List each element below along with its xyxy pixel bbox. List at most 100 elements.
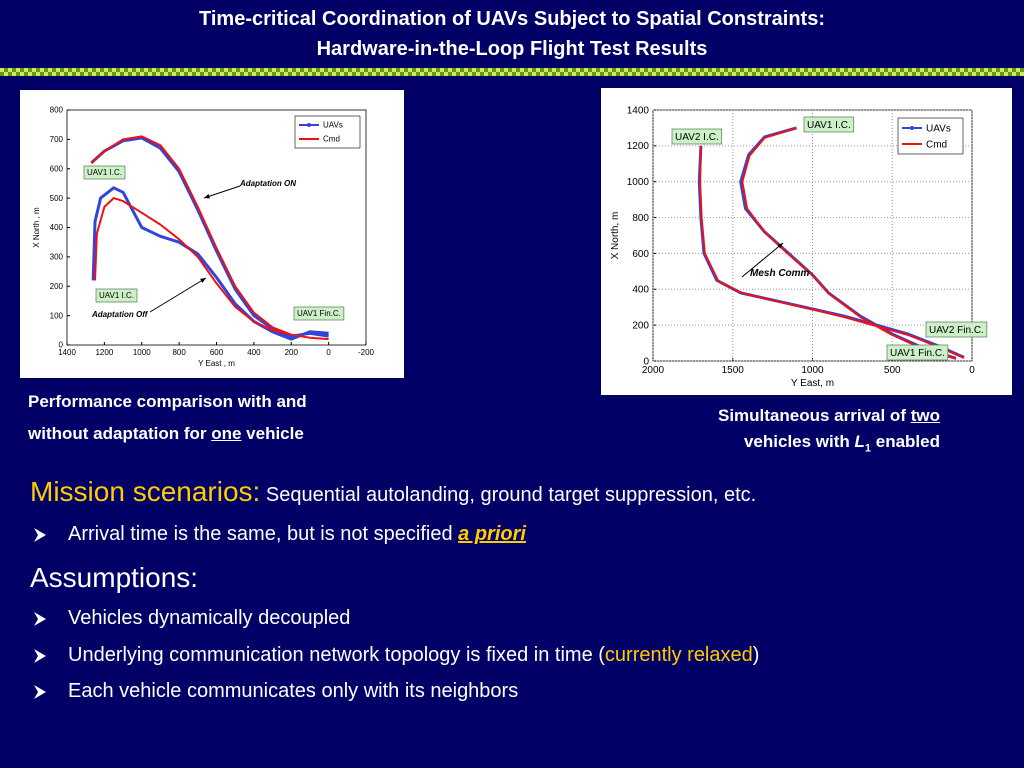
legend-label: Cmd bbox=[323, 135, 340, 144]
legend-marker bbox=[307, 123, 311, 127]
caption-symbol: L bbox=[854, 432, 865, 451]
caption-subscript: 1 bbox=[864, 442, 872, 455]
caption-text: Simultaneous arrival of bbox=[717, 406, 911, 425]
series-line bbox=[90, 135, 329, 341]
x-tick-label: 500 bbox=[884, 365, 901, 376]
caption: Simultaneous arrival of two bbox=[718, 406, 940, 426]
x-tick-label: -200 bbox=[358, 348, 375, 357]
y-tick-label: 600 bbox=[632, 249, 649, 260]
emph: a priori bbox=[458, 523, 526, 545]
title: Time-critical Coordination of UAVs Subje… bbox=[199, 8, 825, 30]
legend-marker bbox=[910, 126, 914, 130]
y-axis-label: X North , m bbox=[32, 207, 41, 248]
y-tick-label: 400 bbox=[632, 285, 649, 296]
x-tick-label: 1200 bbox=[95, 348, 113, 357]
annotation: Mesh Comm bbox=[750, 268, 810, 279]
legend-label: UAVs bbox=[323, 121, 343, 130]
bullet: Underlying communication network topolog… bbox=[68, 644, 759, 667]
text: Sequential autolanding, ground target su… bbox=[260, 484, 757, 506]
annotation: UAV1 Fin.C. bbox=[890, 348, 945, 359]
x-tick-label: 0 bbox=[969, 365, 975, 376]
y-tick-label: 1200 bbox=[627, 141, 650, 152]
text: ) bbox=[752, 644, 760, 666]
mission-line: Mission scenarios: Sequential autolandin… bbox=[30, 476, 756, 508]
bullet: Vehicles dynamically decoupled bbox=[68, 607, 351, 629]
x-tick-label: 1400 bbox=[58, 348, 76, 357]
annotation: Adaptation ON bbox=[239, 179, 296, 188]
x-tick-label: 200 bbox=[285, 348, 299, 357]
y-tick-label: 400 bbox=[50, 223, 64, 232]
annotation-box bbox=[886, 344, 949, 361]
annotation-box bbox=[671, 128, 723, 145]
y-tick-label: 200 bbox=[50, 282, 64, 291]
text: Arrival time is the same, but is not spe… bbox=[68, 523, 459, 545]
annotation: UAV1 I.C. bbox=[87, 168, 122, 177]
arrow-head bbox=[204, 194, 210, 199]
heading: Mission scenarios: bbox=[30, 476, 261, 507]
y-tick-label: 300 bbox=[50, 253, 64, 262]
x-tick-label: 800 bbox=[172, 348, 186, 357]
annotation: UAV1 I.C. bbox=[99, 291, 134, 300]
title: Hardware-in-the-Loop Flight Test Results bbox=[316, 38, 708, 60]
y-tick-label: 700 bbox=[50, 135, 64, 144]
annotation: UAV1 Fin.C. bbox=[297, 309, 341, 318]
x-axis-label: Y East, m bbox=[791, 378, 834, 389]
annotation-box bbox=[293, 306, 345, 321]
caption: Performance comparison with and bbox=[28, 392, 307, 411]
x-axis-label: Y East , m bbox=[198, 359, 235, 368]
caption-text: without adaptation for bbox=[28, 424, 212, 443]
bullet: Each vehicle communicates only with its … bbox=[68, 680, 519, 702]
y-tick-label: 800 bbox=[632, 213, 649, 224]
annotation: UAV1 I.C. bbox=[807, 120, 851, 131]
annotation-arrow bbox=[741, 242, 784, 278]
caption-emph: one bbox=[211, 424, 242, 443]
text: Underlying communication network topolog… bbox=[68, 644, 605, 666]
bullet-icons bbox=[34, 528, 46, 699]
arrow-head bbox=[200, 278, 206, 283]
y-tick-label: 800 bbox=[50, 106, 64, 115]
annotation-box bbox=[83, 165, 126, 180]
x-tick-label: 400 bbox=[247, 348, 261, 357]
annotation-arrow bbox=[203, 185, 241, 199]
y-tick-label: 1400 bbox=[627, 105, 650, 116]
annotation-arrow bbox=[149, 277, 207, 313]
annotation-box bbox=[803, 116, 855, 133]
caption-emph: two bbox=[910, 406, 940, 425]
y-tick-label: 100 bbox=[50, 311, 64, 320]
y-tick-label: 0 bbox=[643, 356, 649, 367]
legend-label: Cmd bbox=[926, 139, 947, 150]
y-tick-label: 200 bbox=[632, 320, 649, 331]
annotation: Adaptation Off bbox=[91, 310, 149, 319]
arrow-head bbox=[777, 243, 783, 249]
annotation: UAV2 I.C. bbox=[675, 132, 719, 143]
annotation-box bbox=[925, 321, 988, 338]
x-tick-label: 1000 bbox=[801, 365, 824, 376]
legend-box bbox=[897, 117, 964, 155]
plot-area bbox=[66, 109, 367, 346]
legend-label: UAVs bbox=[926, 123, 951, 134]
x-tick-label: 600 bbox=[210, 348, 224, 357]
caption-text: vehicle bbox=[241, 424, 304, 443]
annotation-box bbox=[95, 288, 138, 303]
caption: without adaptation for one vehicle bbox=[28, 424, 304, 444]
x-tick-label: 1000 bbox=[133, 348, 151, 357]
y-tick-label: 500 bbox=[50, 194, 64, 203]
y-axis-label: X North, m bbox=[610, 212, 621, 260]
series-line bbox=[699, 126, 965, 360]
bullet: Arrival time is the same, but is not spe… bbox=[68, 523, 526, 546]
x-tick-label: 1500 bbox=[722, 365, 745, 376]
x-tick-label: 0 bbox=[326, 348, 331, 357]
caption-text: enabled bbox=[871, 432, 940, 451]
caption-text: vehicles with bbox=[743, 432, 855, 451]
y-tick-label: 1000 bbox=[627, 177, 650, 188]
annotation: UAV2 Fin.C. bbox=[929, 325, 984, 336]
heading: Assumptions: bbox=[30, 562, 199, 593]
emph: currently relaxed bbox=[604, 644, 753, 666]
caption: vehicles with L1 enabled bbox=[744, 432, 940, 454]
x-tick-label: 2000 bbox=[642, 365, 665, 376]
y-tick-label: 600 bbox=[50, 164, 64, 173]
divider-stripe bbox=[0, 68, 1024, 76]
y-tick-label: 0 bbox=[59, 341, 64, 350]
